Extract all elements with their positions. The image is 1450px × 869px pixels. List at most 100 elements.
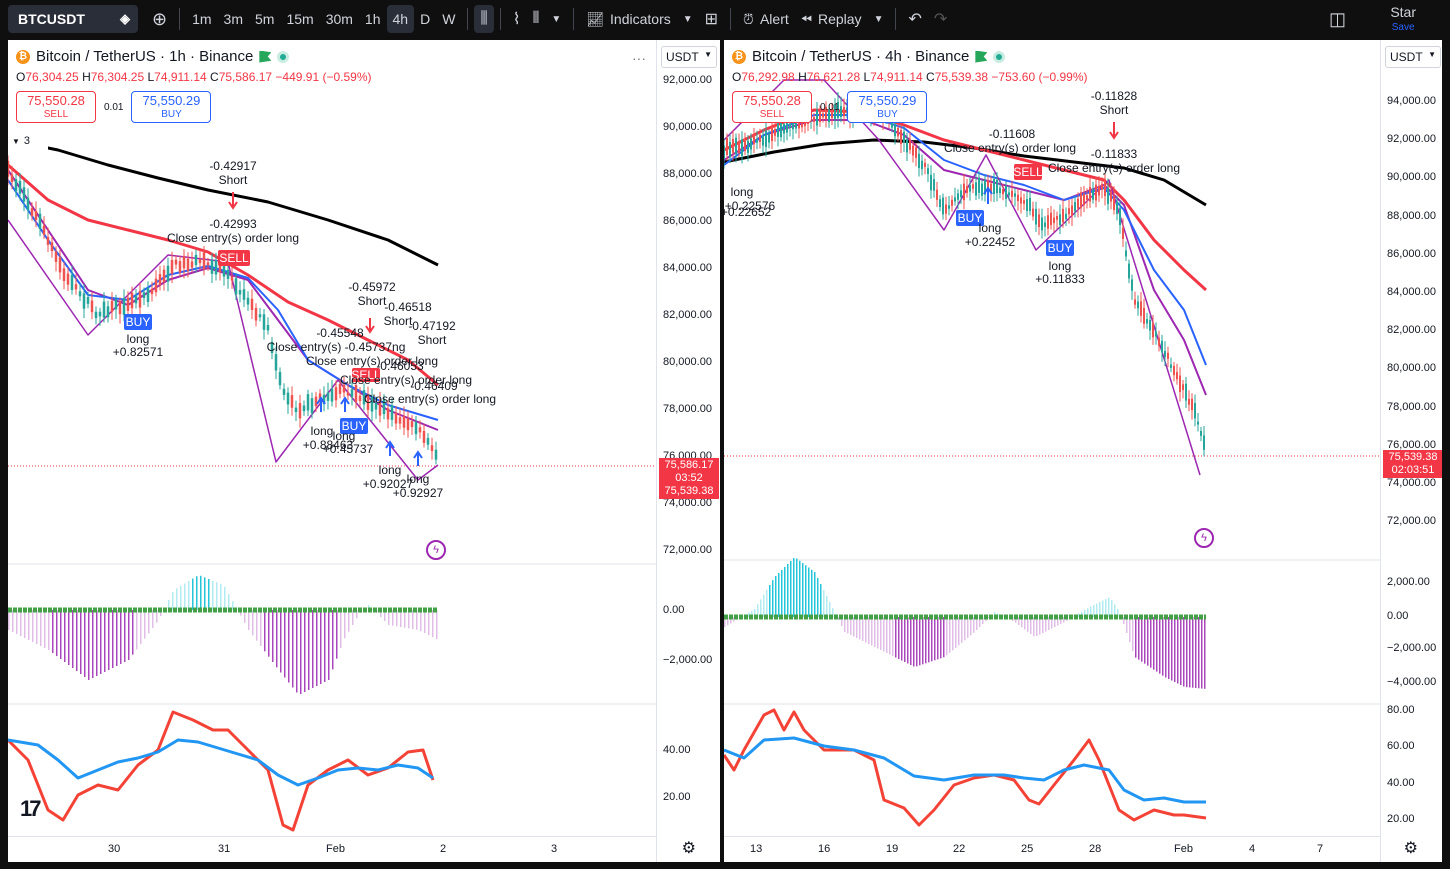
candle (1035, 208, 1037, 225)
candle (150, 288, 154, 295)
candle (930, 174, 932, 191)
candle (102, 301, 106, 318)
candle (418, 427, 422, 433)
candle (831, 109, 833, 118)
indicator-count: 3 (23, 135, 31, 147)
compare-symbol-icon[interactable]: ⊕ (152, 8, 168, 29)
bars-chart-type-icon[interactable]: ⫴ (532, 10, 540, 27)
settings-gear-icon[interactable]: ⚙ (1403, 840, 1418, 857)
interval-5m[interactable]: 5m (255, 11, 275, 27)
trade-annotation: long (127, 332, 150, 346)
lightning-icon[interactable]: ϟ (426, 540, 446, 560)
macd-bar (967, 617, 969, 638)
candle (975, 182, 977, 196)
interval-w[interactable]: W (442, 11, 456, 27)
candle (846, 107, 848, 111)
candle (822, 113, 824, 118)
macd-bar (793, 558, 795, 617)
indicators-button[interactable]: 📈︎ Indicators (580, 5, 676, 33)
symbol-label: BTCUSDT (18, 11, 85, 27)
candle (918, 153, 920, 169)
interval-d[interactable]: D (420, 11, 431, 27)
macd-bar (420, 610, 422, 631)
macd-bar (252, 610, 254, 636)
macd-bar (72, 610, 74, 668)
time-axis-left[interactable]: 30 31 Feb 2 3 (8, 836, 656, 862)
candles-chart-type-icon[interactable]: ⫼ (474, 5, 494, 33)
buy-button[interactable]: 75,550.29 BUY (847, 91, 928, 123)
currency-select[interactable]: USDT ▼ (1385, 46, 1441, 68)
currency-select[interactable]: USDT ▼ (661, 46, 717, 68)
time-axis-right[interactable]: 13 16 19 22 25 28 Feb 4 7 (724, 836, 1380, 862)
macd-bar (883, 617, 885, 652)
price-axis-left[interactable]: USDT ▼ 92,000.00 90,000.00 88,000.00 86,000… (656, 40, 720, 862)
sell-button[interactable]: 75,550.28 SELL (732, 91, 812, 123)
candle (306, 394, 310, 411)
candle (266, 324, 270, 331)
interval-30m[interactable]: 30m (325, 11, 353, 27)
candle (999, 187, 1001, 194)
interval-15m[interactable]: 15m (286, 11, 314, 27)
interval-4h[interactable]: 4h (386, 5, 415, 33)
line-chart-type-icon[interactable]: ⌇ (512, 11, 521, 28)
candle (46, 237, 50, 245)
panel-toggle-icon[interactable]: ◫ (1328, 8, 1346, 29)
candle (1005, 186, 1007, 199)
buy-button[interactable]: 75,550.29 BUY (131, 91, 212, 123)
chart-pane-right[interactable]: -0.11828 Short -0.11608 Close entry(s) orde… (724, 40, 1442, 862)
sell-button[interactable]: 75,550.28 SELL (16, 91, 96, 123)
macd-bar (1144, 617, 1146, 664)
price-axis-label: 84,000.00 (663, 262, 712, 274)
undo-icon[interactable]: ↶ (908, 11, 922, 28)
macd-bar (811, 569, 813, 617)
macd-bar (874, 617, 876, 647)
macd-bar (260, 610, 262, 646)
interval-1m[interactable]: 1m (192, 11, 212, 27)
flag-icon[interactable] (259, 50, 272, 63)
chart-pane-left[interactable]: -0.42917 Short -0.42993 Close entry(s) orde… (8, 40, 720, 862)
spread-value: 0.01 (820, 101, 840, 113)
account-button[interactable]: Star Save (1390, 5, 1416, 35)
watchlist-icon[interactable]: ◈ (120, 11, 130, 26)
interval-3m[interactable]: 3m (223, 11, 243, 27)
macd-bar (48, 610, 50, 650)
settings-gear-icon[interactable]: ⚙ (681, 840, 696, 857)
chevron-down-icon[interactable]: ▼ (682, 13, 693, 25)
candle (813, 117, 815, 122)
macd-bar (961, 617, 963, 643)
sell-signal-badge (1014, 164, 1042, 180)
macd-bar (308, 610, 310, 690)
chevron-down-icon[interactable]: ▼ (551, 13, 562, 25)
symbol-search[interactable]: BTCUSDT ◈ (8, 5, 138, 33)
macd-bar (44, 610, 46, 648)
trade-annotation: -0.42993 (209, 217, 257, 231)
candle (178, 261, 182, 273)
macd-bar (796, 558, 798, 617)
macd-bar (388, 610, 390, 625)
trade-annotation: -0.46409 (410, 379, 458, 393)
layout-grid-icon[interactable]: ⊞ (704, 11, 719, 28)
alert-button[interactable]: ⏰︎ Alert (737, 5, 795, 33)
price-axis-right[interactable]: USDT ▼ 94,000.00 92,000.00 90,000.00 88,000… (1380, 40, 1442, 862)
flag-icon[interactable] (975, 50, 988, 63)
macd-bar (814, 572, 816, 617)
trade-annotation: BUY (958, 211, 983, 225)
macd-bar (784, 567, 786, 617)
redo-icon[interactable]: ↷ (933, 11, 948, 28)
macd-bar (958, 617, 960, 646)
replay-button[interactable]: ⏪︎ Replay (795, 5, 868, 33)
candle (927, 168, 929, 174)
candle (258, 314, 262, 318)
more-options-icon[interactable]: ··· (632, 50, 646, 66)
lightning-icon[interactable]: ϟ (1194, 528, 1214, 548)
indicator-toggle[interactable]: ▼ 3 (8, 132, 48, 150)
macd-bar (12, 610, 14, 632)
chevron-down-icon[interactable]: ▼ (873, 13, 884, 25)
macd-bar (934, 617, 936, 661)
chevron-down-icon: ▼ (704, 50, 712, 59)
candle (174, 259, 178, 265)
candle (10, 174, 14, 182)
interval-1h[interactable]: 1h (364, 11, 381, 27)
